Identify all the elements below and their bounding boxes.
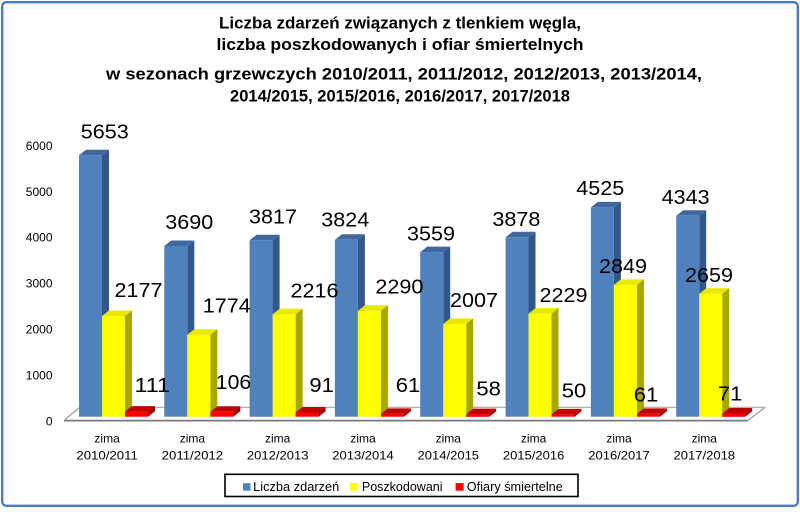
svg-text:2849: 2849 xyxy=(599,256,647,278)
svg-text:3559: 3559 xyxy=(407,224,455,246)
svg-text:61: 61 xyxy=(396,375,421,397)
svg-text:5000: 5000 xyxy=(26,185,53,199)
svg-text:3817: 3817 xyxy=(249,206,297,228)
svg-text:1000: 1000 xyxy=(26,369,53,383)
svg-text:Liczba zdarzeń związanych z tl: Liczba zdarzeń związanych z tlenkiem węg… xyxy=(219,15,581,33)
svg-text:2012/2013: 2012/2013 xyxy=(247,448,309,462)
svg-text:w sezonach grzewczych 2010/201: w sezonach grzewczych 2010/2011, 2011/20… xyxy=(105,66,702,84)
svg-text:0: 0 xyxy=(46,414,53,428)
svg-text:2177: 2177 xyxy=(115,280,163,302)
svg-text:4343: 4343 xyxy=(662,187,710,209)
svg-text:liczba poszkodowanych i ofiar: liczba poszkodowanych i ofiar śmiertelny… xyxy=(217,36,584,54)
svg-text:2013/2014: 2013/2014 xyxy=(332,448,394,462)
svg-text:2017/2018: 2017/2018 xyxy=(674,448,736,462)
svg-text:2659: 2659 xyxy=(685,265,733,287)
svg-text:zima: zima xyxy=(350,432,376,446)
svg-text:zima: zima xyxy=(436,432,462,446)
svg-text:3878: 3878 xyxy=(492,209,540,231)
svg-text:zima: zima xyxy=(692,432,718,446)
svg-text:2016/2017: 2016/2017 xyxy=(588,448,650,462)
svg-text:4525: 4525 xyxy=(576,178,624,200)
svg-text:2000: 2000 xyxy=(26,323,53,337)
svg-text:111: 111 xyxy=(135,375,170,397)
svg-text:71: 71 xyxy=(718,384,743,406)
svg-text:2229: 2229 xyxy=(540,285,588,307)
svg-text:2011/2012: 2011/2012 xyxy=(162,448,224,462)
svg-text:5653: 5653 xyxy=(81,122,129,144)
svg-text:Liczba zdarzeń: Liczba zdarzeń xyxy=(253,480,339,494)
svg-text:3000: 3000 xyxy=(26,277,53,291)
svg-text:zima: zima xyxy=(606,432,632,446)
svg-text:2015/2016: 2015/2016 xyxy=(503,448,565,462)
svg-text:Ofiary śmiertelne: Ofiary śmiertelne xyxy=(467,480,563,494)
svg-text:Poszkodowani: Poszkodowani xyxy=(362,480,443,494)
svg-text:106: 106 xyxy=(216,372,251,394)
svg-text:2290: 2290 xyxy=(375,277,423,299)
svg-text:1774: 1774 xyxy=(203,295,251,317)
svg-text:2014/2015: 2014/2015 xyxy=(418,448,480,462)
svg-text:2007: 2007 xyxy=(450,290,498,312)
svg-text:3824: 3824 xyxy=(321,210,369,232)
svg-text:58: 58 xyxy=(476,379,501,401)
svg-text:91: 91 xyxy=(309,375,334,397)
svg-text:zima: zima xyxy=(265,432,291,446)
svg-text:61: 61 xyxy=(634,385,659,407)
svg-text:2010/2011: 2010/2011 xyxy=(76,448,138,462)
svg-text:2014/2015, 2015/2016, 2016/201: 2014/2015, 2015/2016, 2016/2017, 2017/20… xyxy=(230,88,570,106)
svg-text:6000: 6000 xyxy=(26,139,53,153)
svg-text:zima: zima xyxy=(180,432,206,446)
svg-text:4000: 4000 xyxy=(26,231,53,245)
svg-text:zima: zima xyxy=(94,432,120,446)
svg-text:2216: 2216 xyxy=(291,281,339,303)
svg-text:3690: 3690 xyxy=(165,212,213,234)
svg-text:zima: zima xyxy=(521,432,547,446)
svg-text:50: 50 xyxy=(562,380,587,402)
